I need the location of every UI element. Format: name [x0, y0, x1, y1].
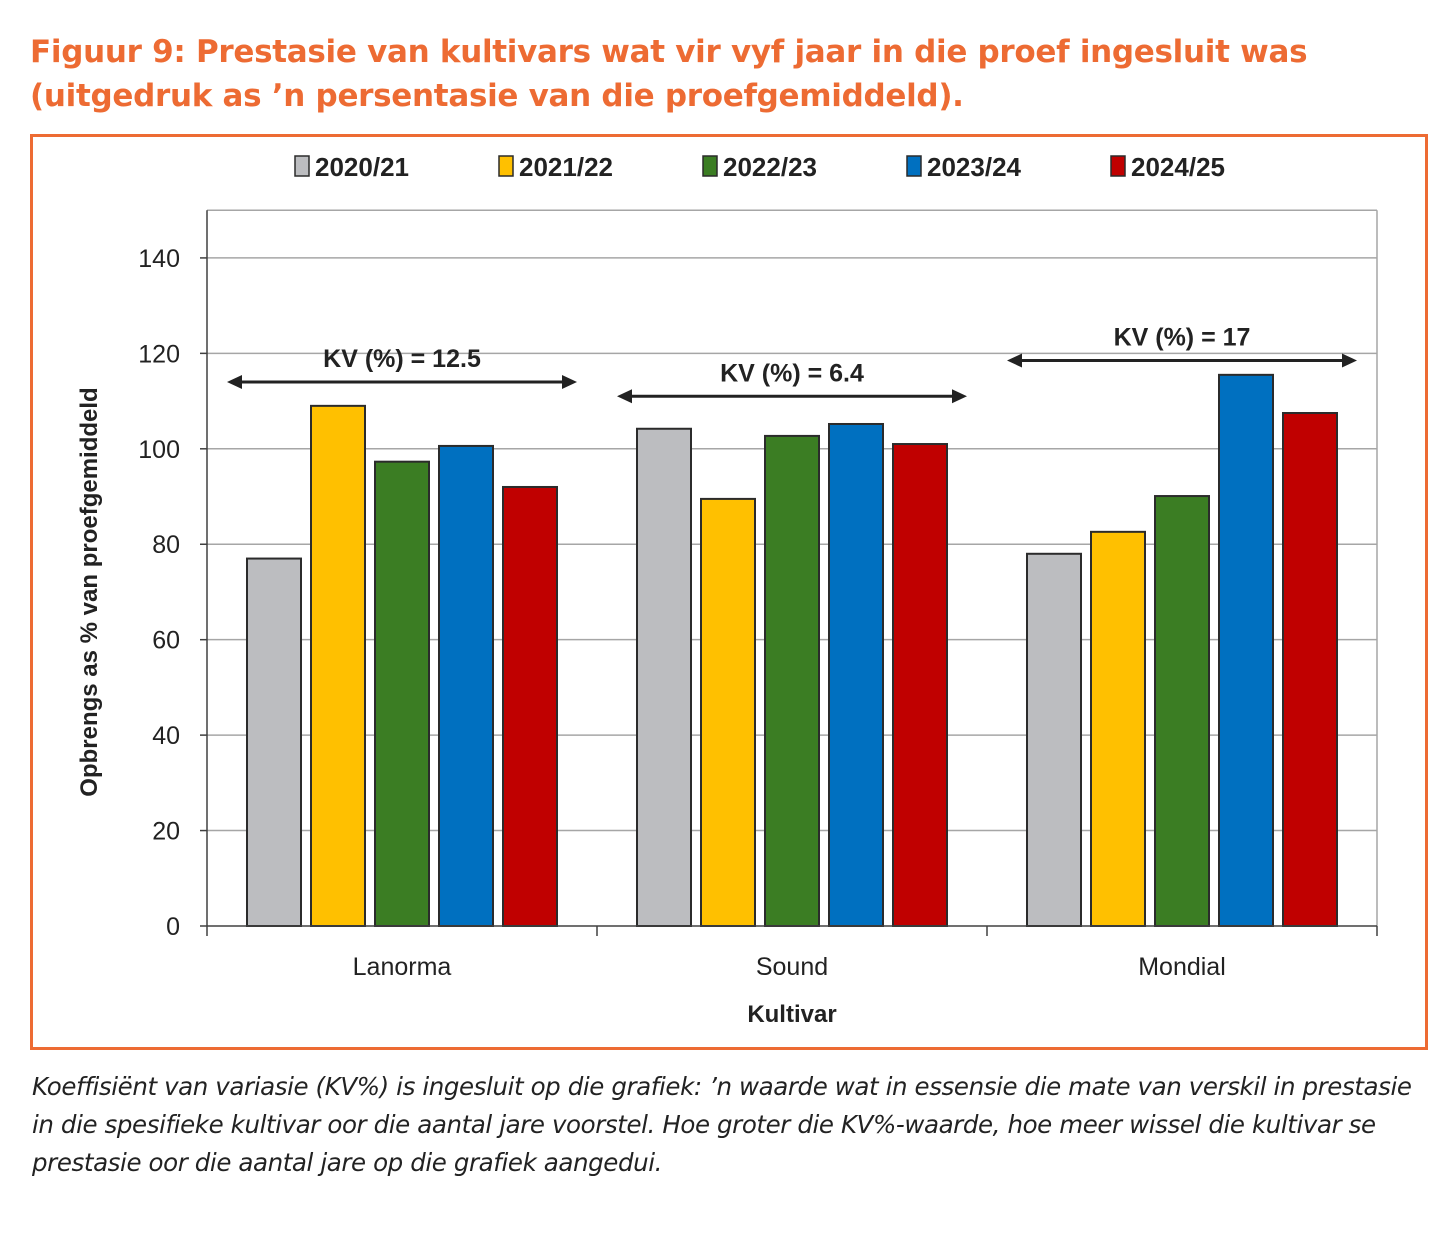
axes	[200, 210, 1378, 936]
bar	[1218, 373, 1274, 928]
y-tick-label: 100	[138, 436, 180, 464]
x-axis-title: Kultivar	[747, 1001, 836, 1028]
bar	[828, 422, 884, 927]
y-tick-label: 60	[152, 627, 180, 655]
legend-label: 2022/23	[723, 152, 817, 182]
bar	[310, 404, 366, 927]
y-tick-label: 140	[138, 245, 180, 273]
kv-label: KV (%) = 6.4	[720, 359, 864, 387]
legend-swatch	[498, 155, 514, 177]
kv-label: KV (%) = 17	[1114, 324, 1251, 352]
kv-arrowhead-left	[1007, 353, 1022, 368]
bar	[700, 497, 756, 927]
x-tick-labels: Lanorma Sound Mondial	[353, 953, 1226, 981]
figure-caption: Koeffisiënt van variasie (KV%) is ingesl…	[32, 1072, 1412, 1177]
kv-arrowhead-right	[1342, 353, 1357, 368]
kv-annotations: KV (%) = 12.5 KV (%) = 6.4 KV (%) = 17	[227, 324, 1357, 404]
bar	[1090, 530, 1146, 928]
y-axis-title: Opbrengs as % van proefgemiddeld	[76, 387, 103, 796]
figure-title-line-1: Figuur 9: Prestasie van kultivars wat vi…	[30, 34, 1308, 70]
y-tick-label: 20	[152, 818, 180, 846]
legend-swatch	[906, 155, 922, 177]
bar	[246, 557, 302, 928]
legend-label: 2024/25	[1131, 152, 1225, 182]
legend-label: 2020/21	[315, 152, 409, 182]
legend-swatch	[294, 155, 310, 177]
kv-arrowhead-right	[562, 374, 577, 389]
bar	[892, 443, 948, 927]
legend-label: 2021/22	[519, 152, 613, 182]
bar	[1026, 552, 1082, 927]
y-tick-labels: 0 20 40 60 80 100 120 140	[138, 245, 180, 941]
figure-title-line-2: (uitgedruk as ’n persentasie van die pro…	[30, 78, 964, 114]
y-tick-label: 40	[152, 722, 180, 750]
kv-arrowhead-right	[952, 389, 967, 404]
bar	[636, 427, 692, 927]
legend: 2020/21 2021/22 2022/23 2023/24 2024/25	[294, 152, 1225, 182]
figure-title: Figuur 9: Prestasie van kultivars wat vi…	[30, 30, 1430, 118]
bar	[764, 434, 820, 927]
legend-swatch	[1110, 155, 1126, 177]
kv-arrowhead-left	[617, 389, 632, 404]
y-tick-label: 0	[166, 913, 180, 941]
kv-arrowhead-left	[227, 374, 242, 389]
bar	[502, 485, 558, 927]
bars	[246, 373, 1338, 928]
legend-swatch	[702, 155, 718, 177]
chart-frame	[30, 134, 1428, 1050]
legend-label: 2023/24	[927, 152, 1022, 182]
bar	[374, 460, 430, 927]
kv-label: KV (%) = 12.5	[323, 345, 481, 373]
bar	[1282, 412, 1338, 927]
y-tick-label: 120	[138, 340, 180, 368]
bar	[1154, 495, 1210, 927]
x-tick-label: Sound	[756, 953, 828, 981]
y-tick-label: 80	[152, 531, 180, 559]
bar	[438, 444, 494, 927]
x-tick-label: Lanorma	[353, 953, 452, 981]
x-tick-label: Mondial	[1138, 953, 1226, 981]
